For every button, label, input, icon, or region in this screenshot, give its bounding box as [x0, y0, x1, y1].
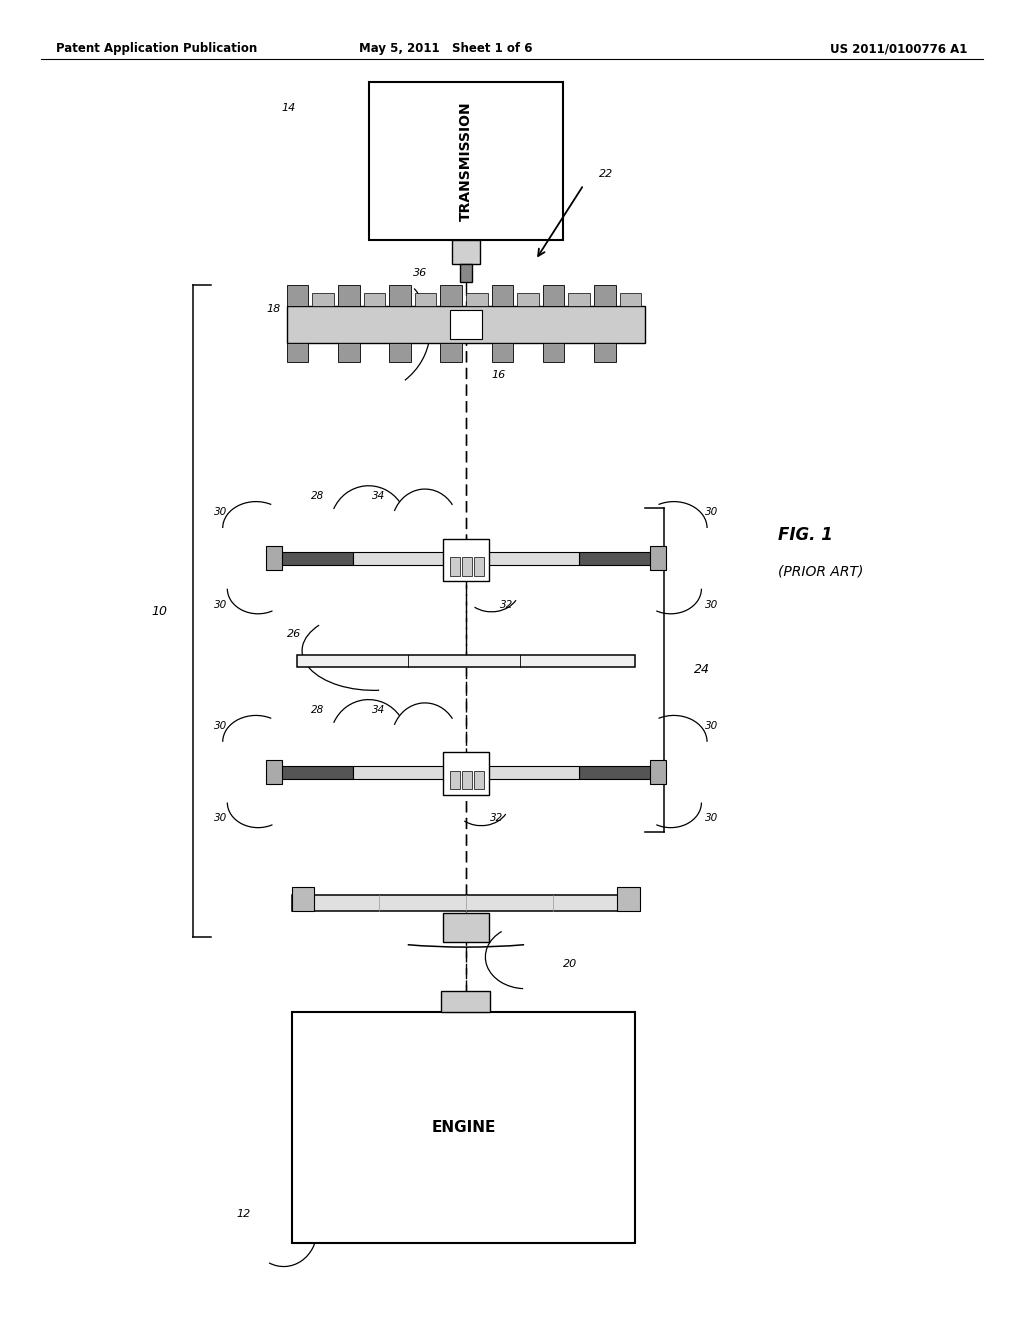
- Bar: [594, 285, 615, 306]
- Bar: [620, 293, 641, 306]
- Bar: [594, 343, 615, 362]
- Text: 32: 32: [501, 599, 513, 610]
- Bar: [492, 285, 513, 306]
- Text: 30: 30: [214, 507, 226, 517]
- Bar: [517, 293, 539, 306]
- Text: 30: 30: [214, 721, 226, 731]
- Text: 14: 14: [282, 103, 296, 114]
- Bar: [442, 913, 489, 942]
- Text: 22: 22: [599, 169, 613, 180]
- Bar: [440, 285, 462, 306]
- Bar: [450, 557, 460, 576]
- Text: 10: 10: [152, 605, 168, 618]
- Bar: [353, 766, 579, 779]
- Bar: [450, 771, 460, 789]
- Text: 30: 30: [706, 599, 718, 610]
- Text: 24: 24: [694, 664, 711, 676]
- Bar: [276, 766, 353, 779]
- Bar: [579, 766, 655, 779]
- Bar: [462, 557, 472, 576]
- Bar: [312, 293, 334, 306]
- Text: 36: 36: [413, 268, 427, 279]
- Text: Patent Application Publication: Patent Application Publication: [56, 42, 258, 55]
- Bar: [650, 760, 666, 784]
- Bar: [617, 887, 640, 911]
- Bar: [415, 293, 436, 306]
- Text: 26: 26: [287, 628, 301, 639]
- Bar: [338, 285, 359, 306]
- Text: 18: 18: [266, 304, 281, 314]
- Text: May 5, 2011   Sheet 1 of 6: May 5, 2011 Sheet 1 of 6: [358, 42, 532, 55]
- Bar: [474, 557, 484, 576]
- Bar: [389, 343, 411, 362]
- Text: 34: 34: [373, 705, 385, 715]
- Bar: [287, 306, 645, 343]
- Bar: [266, 760, 282, 784]
- Text: 30: 30: [706, 813, 718, 824]
- Text: 12: 12: [237, 1209, 251, 1220]
- Text: 30: 30: [214, 813, 226, 824]
- Bar: [287, 285, 308, 306]
- Bar: [442, 752, 489, 795]
- Bar: [442, 539, 489, 581]
- Bar: [579, 552, 655, 565]
- Text: FIG. 1: FIG. 1: [778, 525, 834, 544]
- Text: (PRIOR ART): (PRIOR ART): [778, 565, 863, 578]
- Text: 32: 32: [490, 813, 503, 824]
- Text: ENGINE: ENGINE: [431, 1121, 496, 1135]
- Bar: [266, 546, 282, 570]
- Bar: [474, 771, 484, 789]
- Text: US 2011/0100776 A1: US 2011/0100776 A1: [830, 42, 968, 55]
- Bar: [450, 310, 482, 339]
- Text: TRANSMISSION: TRANSMISSION: [459, 102, 473, 220]
- Bar: [440, 343, 462, 362]
- Bar: [292, 887, 314, 911]
- Text: 30: 30: [706, 721, 718, 731]
- Bar: [353, 552, 579, 565]
- Bar: [441, 991, 490, 1012]
- Bar: [276, 552, 353, 565]
- Text: 34: 34: [373, 491, 385, 502]
- Bar: [650, 546, 666, 570]
- Text: 28: 28: [311, 491, 324, 502]
- Bar: [543, 285, 564, 306]
- Text: 30: 30: [214, 599, 226, 610]
- Bar: [462, 771, 472, 789]
- Bar: [292, 895, 640, 911]
- Bar: [452, 240, 480, 264]
- Text: 16: 16: [492, 370, 506, 380]
- Bar: [466, 293, 487, 306]
- Bar: [338, 343, 359, 362]
- Bar: [369, 82, 563, 240]
- Bar: [389, 285, 411, 306]
- Bar: [297, 655, 635, 667]
- Bar: [287, 343, 308, 362]
- Text: 20: 20: [563, 958, 578, 969]
- Text: 28: 28: [311, 705, 324, 715]
- Bar: [568, 293, 590, 306]
- Bar: [292, 1012, 635, 1243]
- Bar: [492, 343, 513, 362]
- Bar: [460, 264, 472, 282]
- Text: 30: 30: [706, 507, 718, 517]
- Bar: [364, 293, 385, 306]
- Bar: [543, 343, 564, 362]
